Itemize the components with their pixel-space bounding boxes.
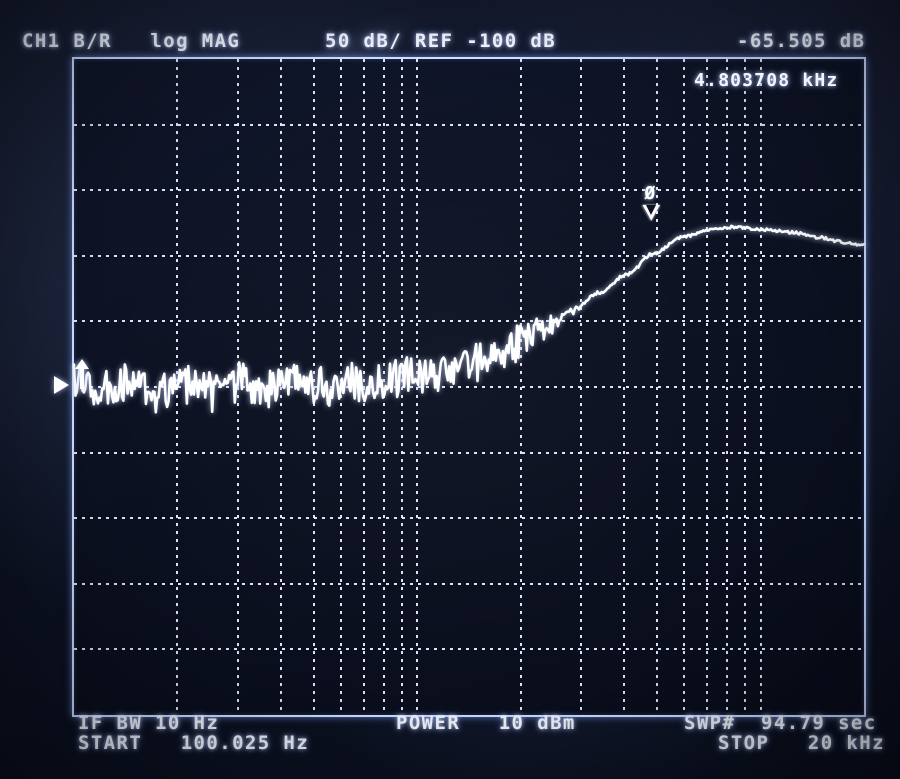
graticule-grid (74, 59, 864, 715)
channel-trace-label: CH1 B/R log MAG (22, 30, 241, 52)
grid-hline (74, 582, 864, 585)
scale-reference-label: 50 dB/ REF -100 dB (325, 30, 557, 52)
reference-position-arrow-icon (74, 359, 90, 389)
stop-frequency-label: STOP 20 kHz (718, 732, 885, 754)
grid-hline (74, 517, 864, 520)
trace-curve (72, 224, 866, 414)
grid-hline (74, 451, 864, 454)
marker-label: Ø (644, 182, 656, 204)
grid-hline (74, 320, 864, 323)
grid-hline (74, 648, 864, 651)
reference-triangle-icon (54, 376, 69, 394)
marker-triangle-inner (646, 204, 657, 215)
marker-frequency-readout: 4.803708 kHz (694, 70, 839, 91)
grid-hline (74, 123, 864, 126)
sweep-time-label: SWP# 94.79 sec (684, 712, 877, 734)
if-bandwidth-label: IF BW 10 Hz (78, 712, 220, 734)
grid-hline (74, 189, 864, 192)
start-frequency-label: START 100.025 Hz (78, 732, 310, 754)
source-power-label: POWER 10 dBm (396, 712, 576, 734)
active-marker-value: -65.505 dB (737, 30, 866, 52)
grid-hline (74, 386, 864, 388)
grid-hline (74, 254, 864, 257)
graticule-plot-area: Ø (72, 57, 866, 717)
